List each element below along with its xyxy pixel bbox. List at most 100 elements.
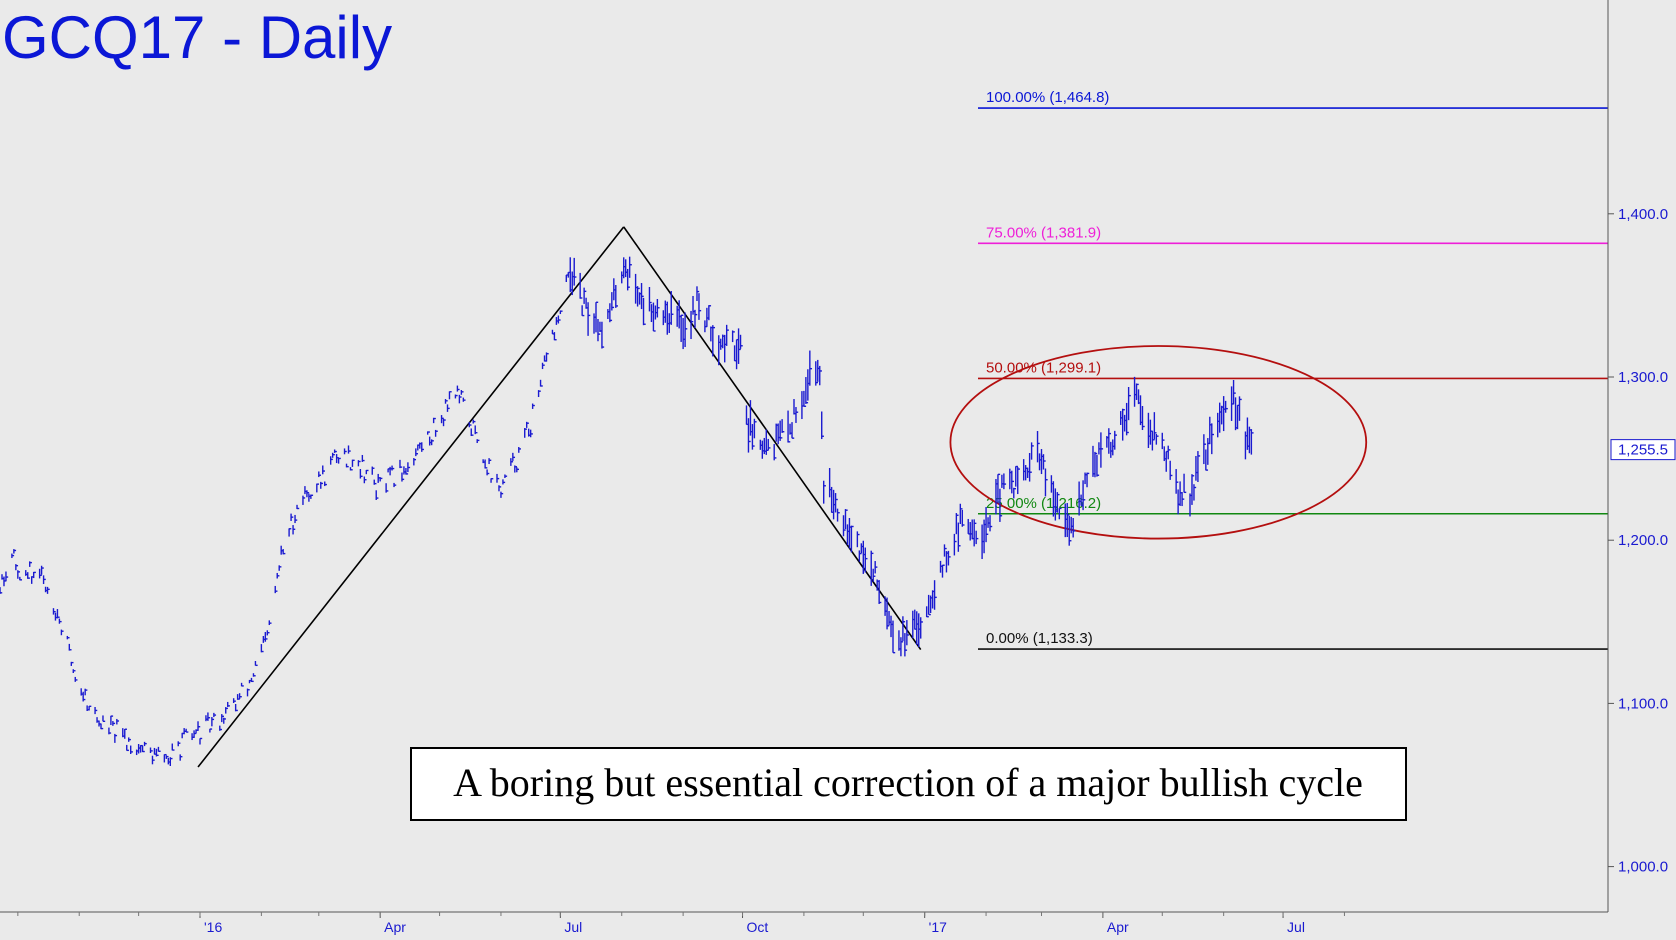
ohlc-bar [626,268,630,291]
ohlc-bar [288,528,292,537]
ohlc-bar [747,418,751,453]
ohlc-bar [337,457,341,464]
ohlc-bar [278,565,282,571]
ohlc-bar [442,418,446,427]
ohlc-bar [32,571,36,579]
ohlc-bar [193,730,197,738]
ohlc-bar [38,568,42,579]
ohlc-bar [68,643,72,651]
ohlc-bar [171,743,175,751]
ohlc-bar [696,286,700,302]
ohlc-bar [238,693,242,699]
ohlc-bar [177,741,181,747]
ohlc-bar [124,728,127,739]
ohlc-bar [927,594,931,616]
ohlc-bar [399,459,403,469]
ohlc-bar [670,291,674,325]
ohlc-bar [468,422,472,428]
ohlc-bar [88,705,92,711]
ohlc-bar [440,415,444,424]
ohlc-bar [379,477,383,482]
ohlc-bar [753,418,757,439]
ohlc-bar [114,733,118,743]
ohlc-bar [351,459,355,467]
ohlc-bar [1036,431,1040,463]
ohlc-bar [254,661,258,667]
ohlc-bar [516,467,519,473]
ohlc-bar [432,417,436,424]
ohlc-bar [347,445,351,454]
ohlc-bar [787,410,791,443]
x-tick-label: '16 [204,919,222,935]
ohlc-bar [359,469,363,479]
ohlc-bar [324,481,327,487]
ohlc-bar [302,495,306,505]
ohlc-bar [274,585,278,594]
ohlc-bar [5,571,9,582]
ohlc-bar [656,298,660,318]
ohlc-bar [1114,430,1117,450]
ohlc-bar [446,404,450,412]
ohlc-bar [518,447,521,453]
ohlc-bar [169,757,173,767]
ohlc-bar [221,714,224,723]
ohlc-bar [488,458,492,465]
ohlc-bar [357,460,361,467]
ohlc-bar [66,635,70,640]
ohlc-bar [925,606,929,618]
ohlc-bar [393,482,397,488]
ohlc-bar [100,723,104,730]
ohlc-bar [836,508,840,522]
ohlc-bar [462,397,466,402]
ohlc-bar [151,755,155,765]
ohlc-bar [264,632,268,642]
ohlc-bar [694,309,698,328]
ohlc-bar [316,483,320,493]
ohlc-bar [870,550,874,586]
ohlc-bar [227,701,230,707]
ohlc-bar [1135,383,1139,400]
ohlc-bar [484,459,488,469]
ohlc-bar [541,362,545,370]
ohlc-bar [803,390,807,407]
ohlc-bar [611,292,615,311]
ohlc-bar [1153,412,1157,440]
ohlc-bar [989,515,993,532]
ohlc-bar [1030,442,1034,460]
ohlc-bar [1141,406,1145,431]
ohlc-bar [294,514,298,524]
ohlc-bar [652,302,656,332]
ohlc-bar [266,630,270,636]
ohlc-bar [821,411,824,440]
ohlc-bar [333,449,337,453]
ohlc-bar [684,312,688,348]
ohlc-bar [1151,431,1155,451]
ohlc-bar [458,394,462,404]
ohlc-bar [842,515,846,537]
ohlc-bar [490,478,494,483]
ohlc-bar [1250,429,1254,455]
ohlc-bar [510,458,514,466]
ohlc-bar [329,456,333,465]
ohlc-bar [236,694,240,700]
ohlc-bar [579,272,583,299]
ohlc-bar [779,420,783,441]
ohlc-bar [60,629,64,636]
ohlc-bar [363,476,367,484]
ohlc-bar [524,428,527,438]
ohlc-bar [526,421,529,428]
ohlc-bar [791,422,795,439]
ohlc-bar [973,519,977,547]
ohlc-bar [143,741,147,747]
ohlc-bar [448,391,452,400]
ohlc-bar [858,550,862,562]
ohlc-bar [1193,484,1197,501]
ohlc-bar [953,533,957,556]
ohlc-bar [72,669,76,673]
fib-level-label: 25.00% (1,216.2) [986,495,1101,512]
ohlc-bar [1056,492,1060,513]
ohlc-bar [1044,468,1048,497]
ohlc-bar [512,452,516,461]
ohlc-bar [486,469,490,476]
